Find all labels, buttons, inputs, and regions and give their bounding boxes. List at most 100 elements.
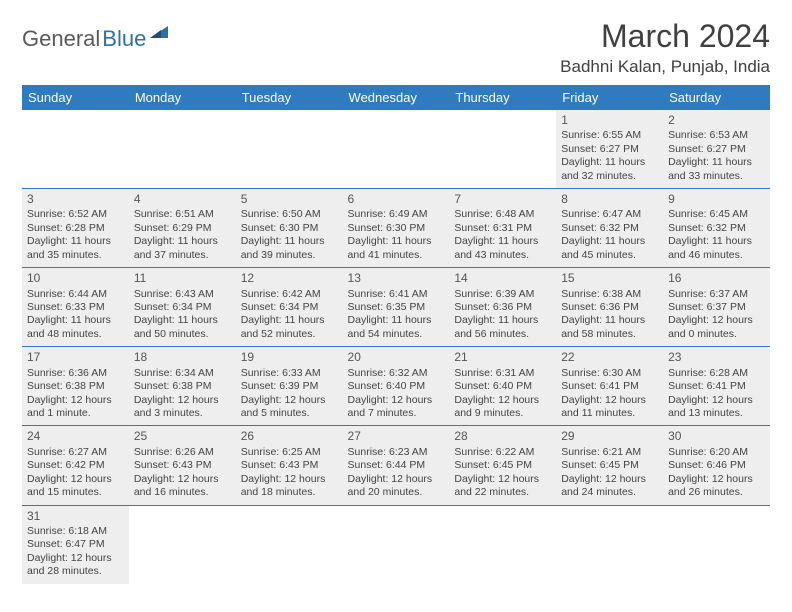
sunrise-text: Sunrise: 6:22 AM: [454, 446, 551, 459]
calendar-cell: 23Sunrise: 6:28 AMSunset: 6:41 PMDayligh…: [663, 347, 770, 426]
daylight-text: and 46 minutes.: [668, 249, 765, 262]
daylight-text: Daylight: 12 hours: [134, 473, 231, 486]
daylight-text: and 45 minutes.: [561, 249, 658, 262]
daylight-text: Daylight: 11 hours: [241, 235, 338, 248]
sunrise-text: Sunrise: 6:20 AM: [668, 446, 765, 459]
calendar-cell: 11Sunrise: 6:43 AMSunset: 6:34 PMDayligh…: [129, 268, 236, 347]
daylight-text: and 41 minutes.: [348, 249, 445, 262]
sunset-text: Sunset: 6:45 PM: [454, 459, 551, 472]
daylight-text: and 48 minutes.: [27, 328, 124, 341]
daylight-text: and 50 minutes.: [134, 328, 231, 341]
sunset-text: Sunset: 6:43 PM: [241, 459, 338, 472]
calendar-cell: 7Sunrise: 6:48 AMSunset: 6:31 PMDaylight…: [449, 189, 556, 268]
sunset-text: Sunset: 6:40 PM: [454, 380, 551, 393]
daylight-text: Daylight: 12 hours: [668, 473, 765, 486]
calendar-cell: 20Sunrise: 6:32 AMSunset: 6:40 PMDayligh…: [343, 347, 450, 426]
daylight-text: and 18 minutes.: [241, 486, 338, 499]
sunrise-text: Sunrise: 6:34 AM: [134, 367, 231, 380]
daylight-text: Daylight: 11 hours: [134, 314, 231, 327]
day-number: 10: [27, 271, 124, 286]
daylight-text: and 39 minutes.: [241, 249, 338, 262]
sunset-text: Sunset: 6:30 PM: [348, 222, 445, 235]
day-number: 17: [27, 350, 124, 365]
sunrise-text: Sunrise: 6:28 AM: [668, 367, 765, 380]
sunrise-text: Sunrise: 6:53 AM: [668, 129, 765, 142]
daylight-text: and 16 minutes.: [134, 486, 231, 499]
sunrise-text: Sunrise: 6:21 AM: [561, 446, 658, 459]
calendar-cell: 18Sunrise: 6:34 AMSunset: 6:38 PMDayligh…: [129, 347, 236, 426]
daylight-text: and 22 minutes.: [454, 486, 551, 499]
calendar-cell: 27Sunrise: 6:23 AMSunset: 6:44 PMDayligh…: [343, 426, 450, 505]
calendar-cell: 29Sunrise: 6:21 AMSunset: 6:45 PMDayligh…: [556, 426, 663, 505]
daylight-text: and 33 minutes.: [668, 170, 765, 183]
calendar-cell: [129, 505, 236, 584]
daylight-text: Daylight: 11 hours: [561, 156, 658, 169]
weekday-header: Saturday: [663, 85, 770, 110]
day-number: 22: [561, 350, 658, 365]
calendar-cell: [556, 505, 663, 584]
calendar-body: 1Sunrise: 6:55 AMSunset: 6:27 PMDaylight…: [22, 110, 770, 584]
calendar-cell: 26Sunrise: 6:25 AMSunset: 6:43 PMDayligh…: [236, 426, 343, 505]
brand-part1: General: [22, 26, 100, 52]
daylight-text: and 28 minutes.: [27, 565, 124, 578]
sunset-text: Sunset: 6:32 PM: [561, 222, 658, 235]
sunset-text: Sunset: 6:38 PM: [27, 380, 124, 393]
sunrise-text: Sunrise: 6:41 AM: [348, 288, 445, 301]
daylight-text: and 3 minutes.: [134, 407, 231, 420]
calendar-cell: 8Sunrise: 6:47 AMSunset: 6:32 PMDaylight…: [556, 189, 663, 268]
sunrise-text: Sunrise: 6:27 AM: [27, 446, 124, 459]
daylight-text: Daylight: 11 hours: [27, 235, 124, 248]
daylight-text: Daylight: 12 hours: [134, 394, 231, 407]
day-number: 25: [134, 429, 231, 444]
daylight-text: and 35 minutes.: [27, 249, 124, 262]
sunrise-text: Sunrise: 6:25 AM: [241, 446, 338, 459]
sunset-text: Sunset: 6:29 PM: [134, 222, 231, 235]
daylight-text: Daylight: 12 hours: [454, 473, 551, 486]
day-number: 12: [241, 271, 338, 286]
sunrise-text: Sunrise: 6:30 AM: [561, 367, 658, 380]
day-number: 26: [241, 429, 338, 444]
daylight-text: and 32 minutes.: [561, 170, 658, 183]
calendar-header-row: SundayMondayTuesdayWednesdayThursdayFrid…: [22, 85, 770, 110]
brand-logo: GeneralBlue: [22, 24, 172, 53]
daylight-text: Daylight: 11 hours: [668, 235, 765, 248]
day-number: 5: [241, 192, 338, 207]
sunset-text: Sunset: 6:40 PM: [348, 380, 445, 393]
calendar-cell: [449, 110, 556, 189]
sunrise-text: Sunrise: 6:50 AM: [241, 208, 338, 221]
calendar-cell: 1Sunrise: 6:55 AMSunset: 6:27 PMDaylight…: [556, 110, 663, 189]
sunset-text: Sunset: 6:45 PM: [561, 459, 658, 472]
sunrise-text: Sunrise: 6:42 AM: [241, 288, 338, 301]
calendar-cell: [343, 505, 450, 584]
sunset-text: Sunset: 6:36 PM: [454, 301, 551, 314]
daylight-text: Daylight: 12 hours: [561, 473, 658, 486]
daylight-text: Daylight: 11 hours: [241, 314, 338, 327]
sunrise-text: Sunrise: 6:47 AM: [561, 208, 658, 221]
weekday-header: Friday: [556, 85, 663, 110]
sunrise-text: Sunrise: 6:32 AM: [348, 367, 445, 380]
day-number: 4: [134, 192, 231, 207]
calendar-week: 3Sunrise: 6:52 AMSunset: 6:28 PMDaylight…: [22, 189, 770, 268]
daylight-text: and 54 minutes.: [348, 328, 445, 341]
daylight-text: and 58 minutes.: [561, 328, 658, 341]
calendar-cell: 14Sunrise: 6:39 AMSunset: 6:36 PMDayligh…: [449, 268, 556, 347]
day-number: 3: [27, 192, 124, 207]
calendar-week: 31Sunrise: 6:18 AMSunset: 6:47 PMDayligh…: [22, 505, 770, 584]
calendar-cell: 25Sunrise: 6:26 AMSunset: 6:43 PMDayligh…: [129, 426, 236, 505]
sunset-text: Sunset: 6:33 PM: [27, 301, 124, 314]
daylight-text: Daylight: 12 hours: [348, 473, 445, 486]
calendar-cell: 21Sunrise: 6:31 AMSunset: 6:40 PMDayligh…: [449, 347, 556, 426]
day-number: 2: [668, 113, 765, 128]
daylight-text: Daylight: 11 hours: [561, 235, 658, 248]
daylight-text: Daylight: 11 hours: [27, 314, 124, 327]
day-number: 16: [668, 271, 765, 286]
calendar-cell: 3Sunrise: 6:52 AMSunset: 6:28 PMDaylight…: [22, 189, 129, 268]
day-number: 30: [668, 429, 765, 444]
daylight-text: and 11 minutes.: [561, 407, 658, 420]
daylight-text: and 56 minutes.: [454, 328, 551, 341]
day-number: 15: [561, 271, 658, 286]
sunrise-text: Sunrise: 6:33 AM: [241, 367, 338, 380]
sunset-text: Sunset: 6:32 PM: [668, 222, 765, 235]
sunrise-text: Sunrise: 6:55 AM: [561, 129, 658, 142]
daylight-text: Daylight: 12 hours: [668, 314, 765, 327]
